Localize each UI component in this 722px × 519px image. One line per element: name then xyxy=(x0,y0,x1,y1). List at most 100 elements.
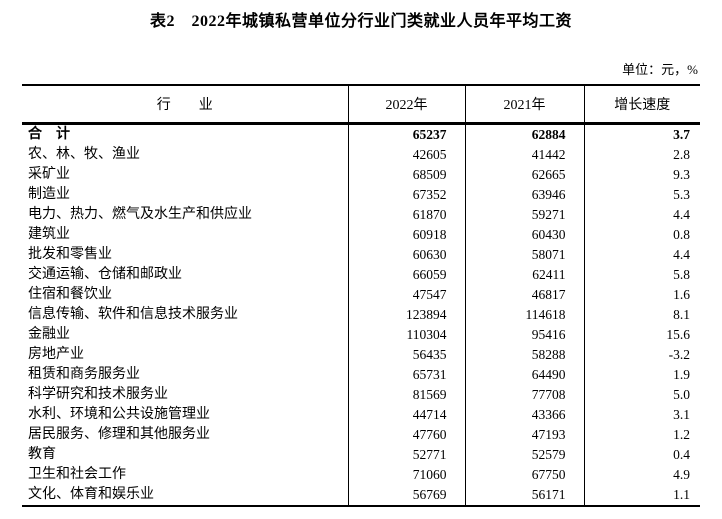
cell-industry: 信息传输、软件和信息技术服务业 xyxy=(28,307,238,322)
cell-y2022: 65731 xyxy=(347,365,465,385)
cell-y2022: 71060 xyxy=(347,465,465,485)
cell-growth: 4.9 xyxy=(583,465,700,485)
table-row: 房地产业 56435 58288 -3.2 xyxy=(22,345,700,365)
cell-y2022: 52771 xyxy=(347,445,465,465)
cell-y2021: 95416 xyxy=(464,325,584,345)
cell-industry: 教育 xyxy=(28,447,56,462)
table-row: 农、林、牧、渔业 42605 41442 2.8 xyxy=(22,145,700,165)
cell-growth: 3.7 xyxy=(583,123,700,145)
header-growth: 增长速度 xyxy=(583,85,700,125)
table-row: 住宿和餐饮业 47547 46817 1.6 xyxy=(22,285,700,305)
cell-growth: 1.1 xyxy=(583,485,700,506)
cell-growth: 1.6 xyxy=(583,285,700,305)
cell-y2021: 56171 xyxy=(464,485,584,506)
cell-y2021: 47193 xyxy=(464,425,584,445)
cell-y2021: 58071 xyxy=(464,245,584,265)
cell-y2022: 47547 xyxy=(347,285,465,305)
header-2021: 2021年 xyxy=(464,85,584,125)
header-row: 行 业 2022年 2021年 增长速度 xyxy=(22,85,700,125)
cell-industry: 建筑业 xyxy=(28,227,70,242)
cell-growth: 4.4 xyxy=(583,245,700,265)
table-row: 制造业 67352 63946 5.3 xyxy=(22,185,700,205)
cell-growth: 0.8 xyxy=(583,225,700,245)
cell-industry: 金融业 xyxy=(28,327,70,342)
table-row: 合 计 65237 62884 3.7 xyxy=(22,123,700,145)
cell-growth: 1.9 xyxy=(583,365,700,385)
table-row: 卫生和社会工作 71060 67750 4.9 xyxy=(22,465,700,485)
cell-growth: 4.4 xyxy=(583,205,700,225)
cell-y2022: 44714 xyxy=(347,405,465,425)
cell-y2021: 52579 xyxy=(464,445,584,465)
cell-industry: 水利、环境和公共设施管理业 xyxy=(28,407,210,422)
cell-growth: 5.8 xyxy=(583,265,700,285)
cell-growth: 0.4 xyxy=(583,445,700,465)
cell-y2022: 65237 xyxy=(347,123,465,145)
cell-industry: 居民服务、修理和其他服务业 xyxy=(28,427,210,442)
cell-y2021: 62411 xyxy=(464,265,584,285)
cell-y2022: 56435 xyxy=(347,345,465,365)
cell-y2021: 77708 xyxy=(464,385,584,405)
cell-y2022: 68509 xyxy=(347,165,465,185)
cell-growth: -3.2 xyxy=(583,345,700,365)
cell-y2021: 62884 xyxy=(464,123,584,145)
cell-y2022: 61870 xyxy=(347,205,465,225)
cell-industry: 交通运输、仓储和邮政业 xyxy=(28,267,182,282)
cell-y2021: 63946 xyxy=(464,185,584,205)
cell-growth: 3.1 xyxy=(583,405,700,425)
table-row: 建筑业 60918 60430 0.8 xyxy=(22,225,700,245)
table-row: 批发和零售业 60630 58071 4.4 xyxy=(22,245,700,265)
cell-y2021: 43366 xyxy=(464,405,584,425)
wage-table: 行 业 2022年 2021年 增长速度 合 计 65237 62884 3.7 农、林… xyxy=(22,84,700,507)
cell-growth: 1.2 xyxy=(583,425,700,445)
cell-y2022: 42605 xyxy=(347,145,465,165)
table-row: 文化、体育和娱乐业 56769 56171 1.1 xyxy=(22,485,700,506)
table-row: 信息传输、软件和信息技术服务业 123894 114618 8.1 xyxy=(22,305,700,325)
cell-industry: 文化、体育和娱乐业 xyxy=(28,487,154,502)
cell-y2021: 59271 xyxy=(464,205,584,225)
cell-y2022: 110304 xyxy=(347,325,465,345)
cell-y2021: 41442 xyxy=(464,145,584,165)
cell-growth: 5.3 xyxy=(583,185,700,205)
table-row: 居民服务、修理和其他服务业 47760 47193 1.2 xyxy=(22,425,700,445)
cell-y2021: 46817 xyxy=(464,285,584,305)
cell-industry: 批发和零售业 xyxy=(28,247,112,262)
cell-growth: 8.1 xyxy=(583,305,700,325)
cell-growth: 9.3 xyxy=(583,165,700,185)
cell-industry: 合 计 xyxy=(28,127,70,142)
cell-y2022: 67352 xyxy=(347,185,465,205)
table-body: 合 计 65237 62884 3.7 农、林、牧、渔业 42605 41442 2.8 采矿业… xyxy=(22,123,700,506)
table-row: 教育 52771 52579 0.4 xyxy=(22,445,700,465)
table-row: 电力、热力、燃气及水生产和供应业 61870 59271 4.4 xyxy=(22,205,700,225)
unit-note: 单位：元，% xyxy=(622,62,698,77)
cell-y2022: 60630 xyxy=(347,245,465,265)
cell-y2021: 67750 xyxy=(464,465,584,485)
cell-y2022: 81569 xyxy=(347,385,465,405)
cell-industry: 采矿业 xyxy=(28,167,70,182)
table-row: 租赁和商务服务业 65731 64490 1.9 xyxy=(22,365,700,385)
cell-industry: 电力、热力、燃气及水生产和供应业 xyxy=(28,207,252,222)
table-row: 水利、环境和公共设施管理业 44714 43366 3.1 xyxy=(22,405,700,425)
cell-y2021: 58288 xyxy=(464,345,584,365)
cell-industry: 卫生和社会工作 xyxy=(28,467,126,482)
cell-y2021: 114618 xyxy=(464,305,584,325)
table-row: 交通运输、仓储和邮政业 66059 62411 5.8 xyxy=(22,265,700,285)
cell-industry: 科学研究和技术服务业 xyxy=(28,387,168,402)
cell-industry: 房地产业 xyxy=(28,347,84,362)
cell-industry: 农、林、牧、渔业 xyxy=(28,147,140,162)
cell-y2022: 60918 xyxy=(347,225,465,245)
cell-growth: 15.6 xyxy=(583,325,700,345)
header-industry: 行 业 xyxy=(22,85,348,125)
header-2022: 2022年 xyxy=(347,85,465,125)
cell-growth: 2.8 xyxy=(583,145,700,165)
cell-y2022: 56769 xyxy=(347,485,465,506)
cell-growth: 5.0 xyxy=(583,385,700,405)
cell-y2022: 47760 xyxy=(347,425,465,445)
cell-y2021: 64490 xyxy=(464,365,584,385)
table-row: 采矿业 68509 62665 9.3 xyxy=(22,165,700,185)
table-title: 表2 2022年城镇私营单位分行业门类就业人员年平均工资 xyxy=(149,13,572,30)
cell-industry: 制造业 xyxy=(28,187,70,202)
cell-y2021: 62665 xyxy=(464,165,584,185)
table-row: 科学研究和技术服务业 81569 77708 5.0 xyxy=(22,385,700,405)
cell-y2021: 60430 xyxy=(464,225,584,245)
